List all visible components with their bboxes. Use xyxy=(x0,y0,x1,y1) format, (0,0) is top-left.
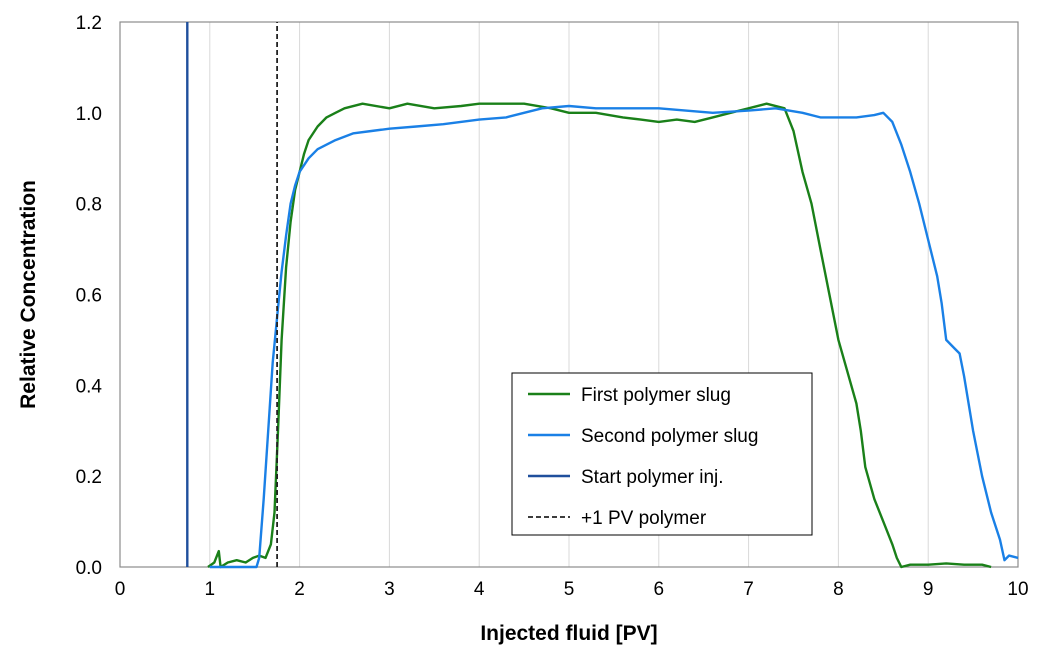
legend: First polymer slug Second polymer slug Sta… xyxy=(511,372,813,536)
y-axis-title: Relative Concentration xyxy=(17,180,40,409)
x-tick-label: 0 xyxy=(115,579,126,600)
legend-box xyxy=(511,372,813,536)
legend-label: +1 PV polymer xyxy=(581,508,707,529)
series-line-1 xyxy=(209,104,1019,569)
legend-label: Second polymer slug xyxy=(581,426,758,447)
x-axis-title: Injected fluid [PV] xyxy=(480,622,657,645)
series-line-0 xyxy=(207,102,992,569)
y-tick-label: 1.0 xyxy=(76,104,102,125)
legend-label: Start polymer inj. xyxy=(581,467,724,488)
x-tick-label: 4 xyxy=(474,579,485,600)
x-axis-ticks: 0 1 2 3 4 5 6 7 8 9 10 xyxy=(115,579,1029,600)
x-tick-label: 1 xyxy=(205,579,216,600)
y-tick-label: 0.4 xyxy=(76,376,103,397)
y-tick-label: 0.6 xyxy=(76,286,102,307)
x-tick-label: 9 xyxy=(923,579,934,600)
legend-label: First polymer slug xyxy=(581,385,731,406)
series-group xyxy=(186,22,1019,569)
y-tick-label: 0.0 xyxy=(76,558,102,579)
y-tick-label: 1.2 xyxy=(76,13,102,34)
y-axis-ticks: 0.0 0.2 0.4 0.6 0.8 1.0 1.2 xyxy=(76,13,103,579)
x-tick-label: 3 xyxy=(384,579,395,600)
y-tick-label: 0.2 xyxy=(76,467,102,488)
x-tick-label: 5 xyxy=(564,579,575,600)
x-tick-label: 10 xyxy=(1007,579,1028,600)
plot-frame xyxy=(119,21,1019,568)
x-tick-label: 2 xyxy=(294,579,305,600)
y-tick-label: 0.8 xyxy=(76,195,102,216)
x-tick-label: 8 xyxy=(833,579,844,600)
x-tick-label: 6 xyxy=(654,579,665,600)
x-tick-label: 7 xyxy=(743,579,754,600)
